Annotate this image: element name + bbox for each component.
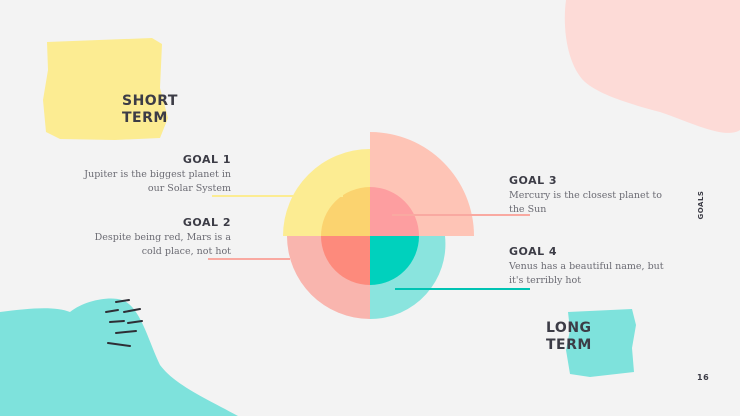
goal-2-block: GOAL 2 Despite being red, Mars is a cold… bbox=[72, 216, 231, 258]
goal-3-block: GOAL 3 Mercury is the closest planet to … bbox=[509, 174, 669, 216]
short-term-label: SHORT TERM bbox=[122, 93, 178, 126]
goal-3-description: Mercury is the closest planet to the Sun bbox=[509, 190, 662, 215]
quadrant-diagram bbox=[283, 132, 474, 320]
short-term-swatch bbox=[43, 38, 168, 140]
goal-4-title: GOAL 4 bbox=[509, 245, 558, 258]
page-number: 16 bbox=[697, 373, 710, 382]
pink-blob bbox=[564, 0, 740, 133]
dash-marks bbox=[105, 299, 143, 347]
long-term-label: LONG TERM bbox=[546, 320, 592, 353]
goal-4-description: Venus has a beautiful name, but it's ter… bbox=[509, 261, 664, 286]
teal-blob bbox=[0, 298, 238, 416]
long-term-swatch bbox=[566, 309, 636, 377]
goal-1-block: GOAL 1 Jupiter is the biggest planet in … bbox=[78, 153, 231, 195]
goal-2-title: GOAL 2 bbox=[182, 216, 231, 229]
goal-2-description: Despite being red, Mars is a cold place,… bbox=[94, 232, 231, 257]
goal-1-description: Jupiter is the biggest planet in our Sol… bbox=[84, 169, 231, 194]
goal-4-block: GOAL 4 Venus has a beautiful name, but i… bbox=[509, 245, 674, 287]
section-label: GOALS bbox=[697, 190, 705, 220]
goal-3-title: GOAL 3 bbox=[509, 174, 558, 187]
goal-1-title: GOAL 1 bbox=[182, 153, 231, 166]
